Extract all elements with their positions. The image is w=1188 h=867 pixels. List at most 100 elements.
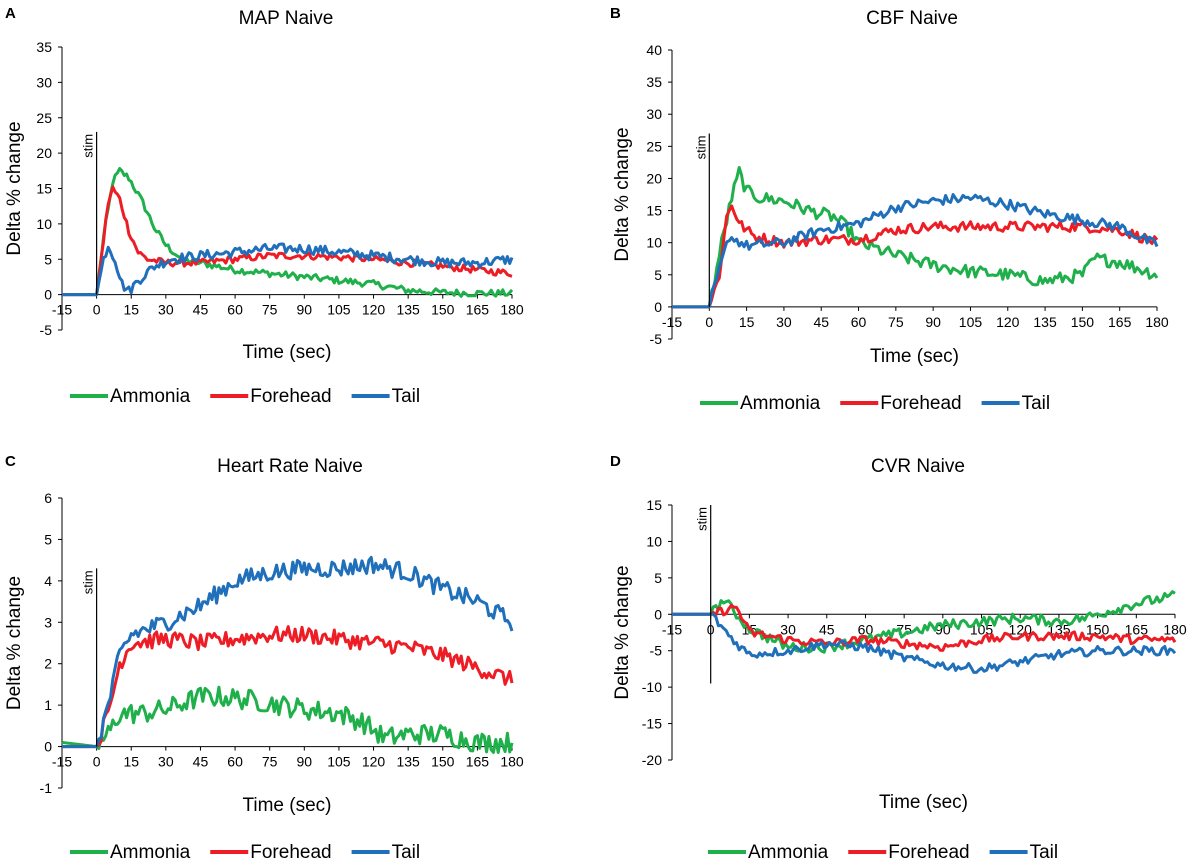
- x-tick-label: 150: [431, 754, 455, 770]
- legend-label-tail: Tail: [1030, 842, 1059, 863]
- x-tick-label: 60: [851, 314, 867, 330]
- y-tick-label: -20: [642, 752, 662, 768]
- x-tick-label: 90: [297, 302, 313, 318]
- x-axis-label-c: Time (sec): [242, 795, 331, 816]
- legend-label-tail: Tail: [392, 386, 421, 407]
- x-tick-label: 180: [500, 754, 524, 770]
- x-tick-label: 90: [297, 754, 313, 770]
- y-tick-label: 10: [646, 533, 662, 549]
- x-tick-label: -15: [662, 621, 682, 637]
- legend-label-ammonia: Ammonia: [110, 842, 191, 863]
- y-tick-label: 25: [646, 138, 662, 154]
- stim-label: stim: [695, 507, 710, 531]
- x-tick-label: 30: [158, 754, 174, 770]
- chart-title-c: Heart Rate Naive: [217, 456, 363, 477]
- chart-title-a: MAP Naive: [239, 8, 334, 29]
- y-tick-label: 0: [44, 739, 52, 755]
- x-tick-label: 120: [362, 302, 386, 318]
- y-axis-label-d: Delta % change: [612, 565, 633, 699]
- y-tick-label: 1: [44, 697, 52, 713]
- x-tick-label: 165: [1125, 621, 1149, 637]
- x-tick-label: 60: [227, 754, 243, 770]
- x-tick-label: -15: [662, 314, 682, 330]
- series-line-tail: [62, 555, 514, 749]
- stim-label: stim: [693, 135, 708, 159]
- chart-title-b: CBF Naive: [866, 8, 958, 29]
- x-axis-label-a: Time (sec): [242, 342, 331, 363]
- series-line-tail: [62, 242, 514, 297]
- y-tick-label: 35: [646, 74, 662, 90]
- x-tick-label: 120: [996, 314, 1020, 330]
- x-tick-label: -15: [52, 754, 72, 770]
- y-tick-label: 30: [646, 106, 662, 122]
- legend-label-forehead: Forehead: [880, 393, 961, 414]
- series-line-forehead: [62, 185, 513, 297]
- x-tick-label: 30: [158, 302, 174, 318]
- x-tick-label: 165: [1108, 314, 1132, 330]
- x-axis-label-d: Time (sec): [879, 792, 968, 813]
- y-tick-label: 10: [646, 235, 662, 251]
- x-tick-label: 105: [327, 754, 351, 770]
- stim-label: stim: [81, 570, 96, 594]
- y-tick-label: 15: [646, 203, 662, 219]
- y-tick-label: 30: [36, 74, 52, 90]
- y-tick-label: 5: [44, 251, 52, 267]
- y-tick-label: 15: [646, 497, 662, 513]
- x-tick-label: 60: [858, 621, 874, 637]
- y-tick-label: -1: [40, 780, 53, 796]
- panel-label-d: D: [610, 453, 621, 470]
- x-tick-label: 150: [431, 302, 455, 318]
- legend-label-tail: Tail: [1022, 393, 1051, 414]
- y-tick-label: -10: [642, 679, 662, 695]
- y-tick-label: 20: [646, 170, 662, 186]
- x-tick-label: 15: [739, 314, 755, 330]
- x-tick-label: 75: [888, 314, 904, 330]
- y-tick-label: -15: [642, 716, 662, 732]
- y-tick-label: 5: [654, 267, 662, 283]
- x-tick-label: 135: [396, 754, 420, 770]
- series-line-ammonia: [62, 167, 514, 298]
- x-tick-label: 135: [1033, 314, 1057, 330]
- y-axis-label-b: Delta % change: [612, 127, 633, 261]
- x-tick-label: 120: [362, 754, 386, 770]
- series-line-forehead: [62, 625, 514, 749]
- x-tick-label: 45: [193, 302, 209, 318]
- x-tick-label: 0: [705, 314, 713, 330]
- x-tick-label: 180: [500, 302, 524, 318]
- y-tick-label: 0: [44, 287, 52, 303]
- y-tick-label: 2: [44, 656, 52, 672]
- series-line-ammonia: [61, 685, 514, 754]
- x-tick-label: 120: [1009, 621, 1033, 637]
- y-tick-label: 40: [646, 42, 662, 58]
- x-tick-label: 45: [193, 754, 209, 770]
- x-tick-label: 135: [396, 302, 420, 318]
- x-tick-label: 30: [776, 314, 792, 330]
- x-tick-label: 15: [123, 302, 139, 318]
- panel-label-a: A: [5, 5, 16, 22]
- y-tick-label: 4: [44, 573, 52, 589]
- x-tick-label: 60: [227, 302, 243, 318]
- x-tick-label: 105: [327, 302, 351, 318]
- x-tick-label: 45: [819, 621, 835, 637]
- series-line-forehead: [672, 204, 1159, 309]
- y-tick-label: 10: [36, 216, 52, 232]
- legend-label-forehead: Forehead: [250, 386, 331, 407]
- y-axis-label-a: Delta % change: [4, 121, 25, 255]
- legend-label-ammonia: Ammonia: [110, 386, 191, 407]
- x-tick-label: 150: [1071, 314, 1095, 330]
- x-tick-label: -15: [52, 302, 72, 318]
- y-tick-label: 25: [36, 110, 52, 126]
- legend-label-ammonia: Ammonia: [748, 842, 829, 863]
- panel-label-c: C: [5, 453, 16, 470]
- series-line-tail: [672, 193, 1159, 309]
- y-axis-label-c: Delta % change: [4, 576, 25, 710]
- chart-title-d: CVR Naive: [871, 456, 965, 477]
- panel-label-b: B: [610, 5, 621, 22]
- stim-label: stim: [81, 134, 96, 158]
- y-tick-label: 35: [36, 39, 52, 55]
- x-tick-label: 45: [813, 314, 829, 330]
- legend-label-forehead: Forehead: [250, 842, 331, 863]
- x-tick-label: 0: [93, 754, 101, 770]
- x-tick-label: 165: [466, 302, 490, 318]
- x-tick-label: 75: [262, 302, 278, 318]
